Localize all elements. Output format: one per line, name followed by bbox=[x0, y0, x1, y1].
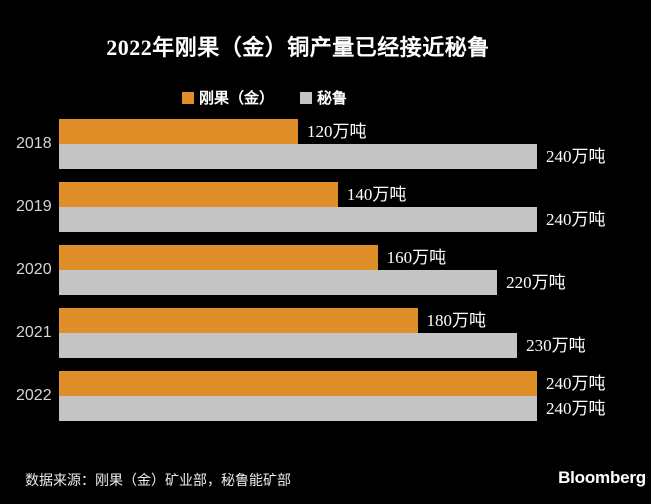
source-note: 数据来源：刚果（金）矿业部，秘鲁能矿部 bbox=[25, 472, 291, 488]
chart-title: 2022年刚果（金）铜产量已经接近秘鲁 bbox=[106, 35, 490, 60]
bar-congo-2021 bbox=[59, 308, 418, 333]
bar-congo-2018 bbox=[59, 119, 298, 144]
peru-swatch-icon bbox=[300, 91, 313, 104]
legend-label-congo: 刚果（金） bbox=[199, 90, 275, 107]
bar-value-label-congo-2021: 180万吨 bbox=[426, 311, 487, 330]
bar-peru-2022 bbox=[59, 396, 537, 421]
chart-row-2020: 2020 160万吨 220万吨 bbox=[0, 245, 651, 295]
congo-swatch-icon bbox=[182, 91, 194, 104]
bar-peru-2018 bbox=[59, 144, 537, 169]
bar-peru-2019 bbox=[59, 207, 537, 232]
bar-congo-2020 bbox=[59, 245, 378, 270]
chart-row-2018: 2018 120万吨 240万吨 bbox=[0, 119, 651, 169]
chart-row-2019: 2019 140万吨 240万吨 bbox=[0, 182, 651, 232]
bar-chart: 2018 120万吨 240万吨 2019 140万吨 240万吨 2020 160万吨 220… bbox=[0, 119, 651, 434]
bar-congo-2019 bbox=[59, 182, 338, 207]
bar-value-label-congo-2019: 140万吨 bbox=[346, 185, 407, 204]
year-label: 2020 bbox=[16, 261, 52, 278]
bar-value-label-peru-2019: 240万吨 bbox=[546, 210, 606, 229]
year-label: 2019 bbox=[16, 198, 52, 215]
bar-value-label-congo-2018: 120万吨 bbox=[307, 122, 367, 141]
legend: 刚果（金） 秘鲁 bbox=[182, 87, 347, 108]
year-label: 2022 bbox=[16, 387, 52, 404]
bar-peru-2021 bbox=[59, 333, 518, 358]
bar-value-label-congo-2022: 240万吨 bbox=[546, 374, 606, 393]
bar-value-label-congo-2020: 160万吨 bbox=[386, 248, 447, 267]
legend-item-congo: 刚果（金） bbox=[182, 87, 274, 108]
bloomberg-logo: Bloomberg bbox=[558, 468, 646, 487]
year-label: 2021 bbox=[16, 324, 52, 341]
legend-label-peru: 秘鲁 bbox=[317, 90, 348, 107]
bar-value-label-peru-2018: 240万吨 bbox=[546, 147, 606, 166]
bar-value-label-peru-2022: 240万吨 bbox=[546, 399, 606, 418]
year-label: 2018 bbox=[16, 135, 52, 152]
chart-row-2022: 2022 240万吨 240万吨 bbox=[0, 371, 651, 421]
chart-row-2021: 2021 180万吨 230万吨 bbox=[0, 308, 651, 358]
bar-peru-2020 bbox=[59, 270, 498, 295]
bar-value-label-peru-2020: 220万吨 bbox=[506, 273, 566, 292]
bar-value-label-peru-2021: 230万吨 bbox=[526, 336, 586, 355]
legend-item-peru: 秘鲁 bbox=[300, 87, 347, 108]
bar-congo-2022 bbox=[59, 371, 537, 396]
